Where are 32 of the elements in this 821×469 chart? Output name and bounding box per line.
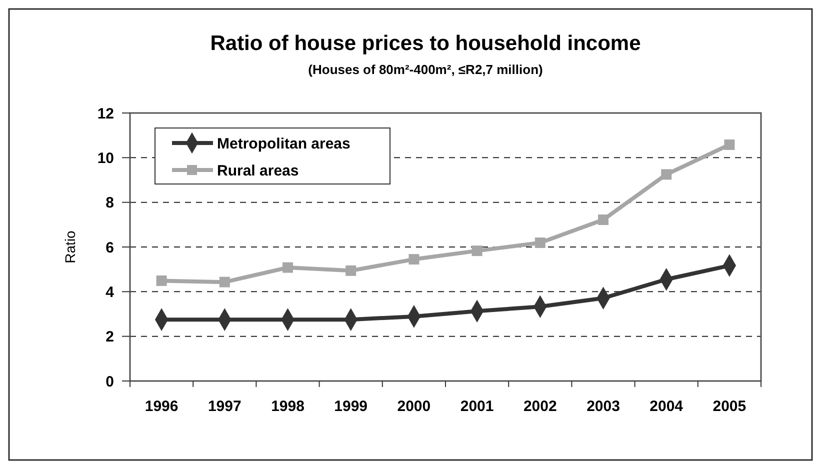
x-tick-label: 2000 — [397, 398, 431, 415]
y-tick-label: 4 — [106, 284, 115, 301]
legend-label: Rural areas — [217, 162, 299, 180]
y-tick-label: 10 — [97, 150, 114, 167]
point — [598, 214, 608, 225]
point — [282, 262, 293, 273]
x-tick-label: 2001 — [460, 398, 494, 415]
point — [661, 169, 672, 180]
x-tick-label: 2005 — [712, 398, 746, 415]
chart-subtitle: (Houses of 80m²-400m², ≤R2,7 million) — [308, 62, 543, 77]
x-tick-label: 2003 — [586, 398, 620, 415]
point — [408, 254, 420, 265]
point — [346, 265, 356, 276]
legend-label: Metropolitan areas — [217, 135, 350, 152]
x-tick-label: 2002 — [523, 398, 557, 415]
point — [724, 139, 735, 150]
y-tick-label: 8 — [106, 194, 114, 212]
x-tick-label: 1999 — [334, 398, 368, 415]
point — [219, 276, 230, 288]
y-tick-label: 12 — [97, 105, 114, 122]
point — [156, 275, 167, 286]
chart-title: Ratio of house prices to household income — [210, 32, 641, 55]
point — [472, 246, 482, 256]
x-tick-label: 1998 — [271, 398, 304, 415]
x-tick-label: 2004 — [650, 398, 684, 415]
y-tick-label: 6 — [106, 239, 114, 256]
y-tick-label: 0 — [106, 373, 114, 390]
y-tick-label: 2 — [106, 328, 114, 346]
x-tick-label: 1996 — [144, 398, 178, 415]
y-axis-title: Ratio — [62, 230, 78, 264]
point — [534, 238, 546, 248]
x-tick-label: 1997 — [208, 398, 242, 415]
